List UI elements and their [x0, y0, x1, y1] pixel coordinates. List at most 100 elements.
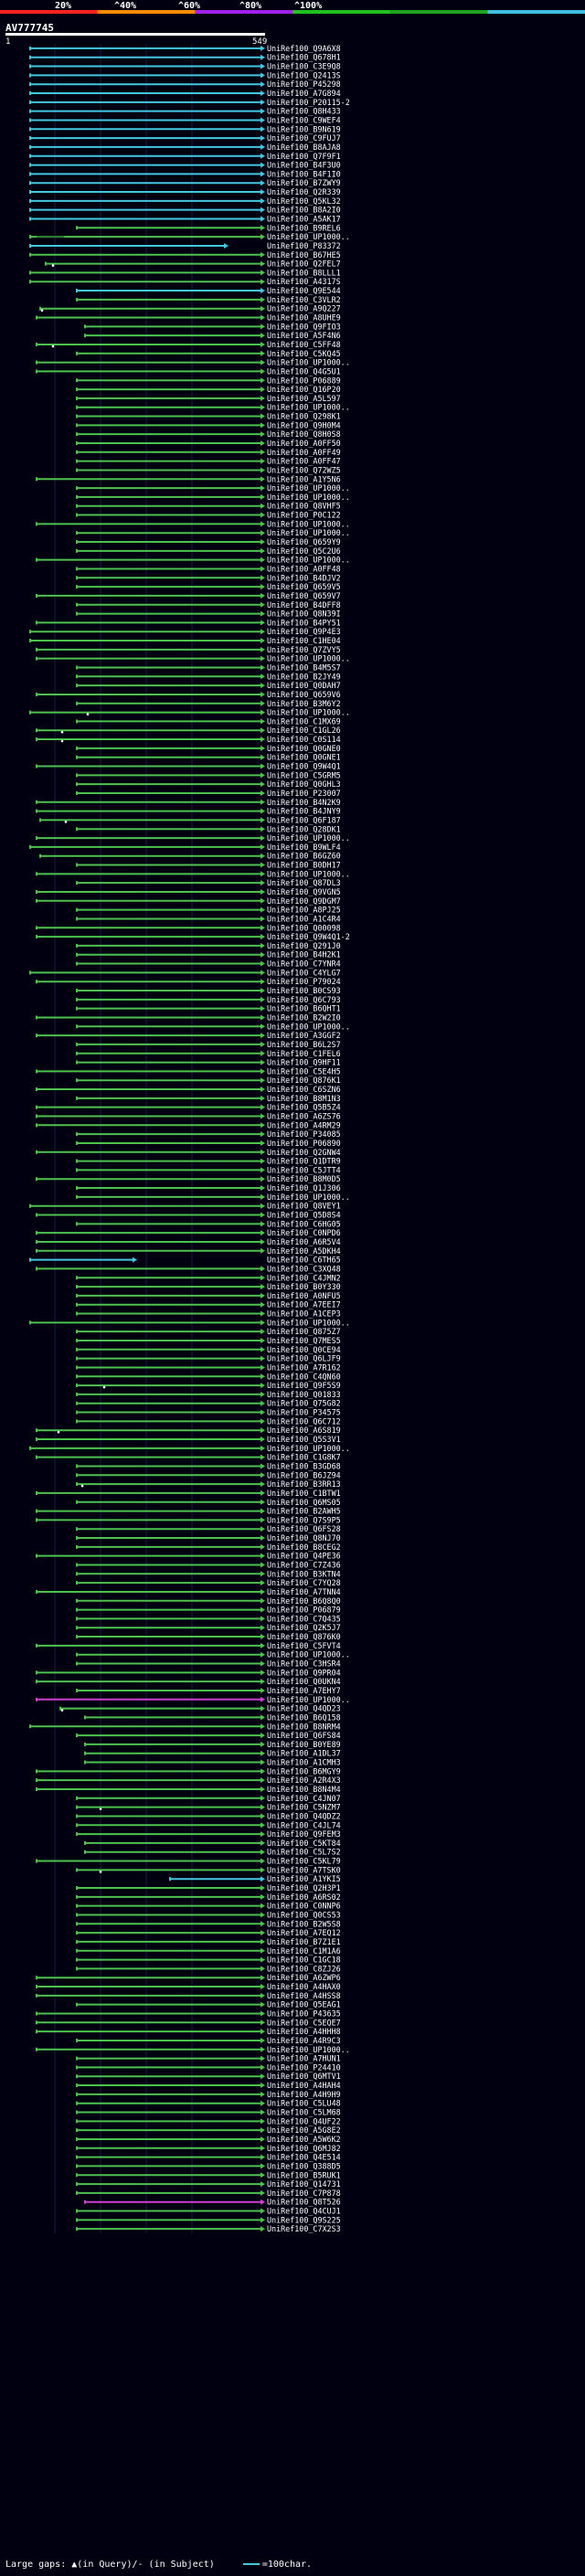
hit-row: UniRef100_C5LU48 — [76, 2099, 341, 2108]
hit-label: UniRef100_B67HE5 — [267, 250, 341, 260]
hit-start-tick — [36, 872, 37, 876]
gap-marker — [40, 309, 44, 312]
hit-arrowhead — [261, 305, 265, 312]
hit-row: UniRef100_C1MX69 — [76, 716, 341, 726]
hit-row: UniRef100_Q875Z7 — [76, 1327, 341, 1336]
hit-arrowhead — [261, 673, 265, 680]
hit-row: UniRef100_B5RUK1 — [76, 2170, 341, 2179]
hit-row: UniRef100_Q72WZ5 — [76, 465, 341, 474]
hit-arrowhead — [261, 1113, 265, 1119]
hit-arrowhead — [261, 1839, 265, 1846]
hit-start-tick — [36, 2011, 37, 2016]
hit-row: UniRef100_A5G8E2 — [76, 2125, 341, 2135]
hit-arrowhead — [261, 799, 265, 805]
hit-label: UniRef100_A0FF50 — [267, 439, 341, 448]
hit-row: UniRef100_B0Y330 — [76, 1282, 341, 1291]
hit-rows: UniRef100_Q9A6X8UniRef100_Q678H1UniRef10… — [29, 44, 350, 2233]
hit-label: UniRef100_Q876K0 — [267, 1632, 341, 1641]
hit-arrowhead — [261, 843, 265, 850]
hit-row: UniRef100_Q659V7 — [36, 591, 341, 600]
hit-row: UniRef100_A5F4N6 — [84, 331, 341, 340]
hit-label: UniRef100_B8N4M4 — [267, 1785, 341, 1794]
hit-row: UniRef100_B4PY51 — [36, 618, 341, 627]
hit-label: UniRef100_B2W5S8 — [267, 1919, 341, 1928]
hit-arrowhead — [224, 242, 229, 249]
hit-row: UniRef100_B3RR13 — [76, 1479, 341, 1489]
hit-arrowhead — [261, 916, 265, 922]
hit-row: UniRef100_A6S819 — [36, 1426, 341, 1435]
hit-row: UniRef100_C5FVT4 — [36, 1641, 341, 1650]
hit-arrowhead — [261, 216, 265, 222]
hit-arrowhead — [261, 1642, 265, 1648]
hit-label: UniRef100_Q0GNE1 — [267, 753, 341, 762]
hit-label: UniRef100_Q4QDZ2 — [267, 1811, 341, 1820]
hit-start-tick — [76, 1913, 78, 1917]
query-title: AV777745 — [5, 22, 54, 34]
hit-label: UniRef100_Q4CUJ1 — [267, 2207, 341, 2216]
hit-label: UniRef100_Q9VGN5 — [267, 887, 341, 896]
hit-label: UniRef100_P06879 — [267, 1606, 341, 1615]
hit-row: UniRef100_UP1000.. — [36, 869, 350, 878]
hit-label: UniRef100_A5G8E2 — [267, 2125, 341, 2135]
hit-start-tick — [29, 1320, 31, 1325]
hit-row: UniRef100_C4QN60 — [76, 1372, 341, 1381]
large-gaps-label: Large gaps: — [5, 2560, 67, 2570]
hit-label: UniRef100_Q876K1 — [267, 1076, 341, 1085]
scale-segment — [97, 10, 196, 14]
hit-start-tick — [29, 198, 31, 203]
hit-label: UniRef100_B8LLL1 — [267, 268, 341, 277]
hit-label: UniRef100_P06889 — [267, 376, 341, 385]
hit-arrowhead — [261, 1966, 265, 1972]
gap-marker — [102, 1385, 106, 1389]
hit-row: UniRef100_A1CMH3 — [84, 1758, 341, 1767]
hit-arrowhead — [261, 503, 265, 509]
hit-start-tick — [36, 1150, 37, 1154]
hit-label: UniRef100_A6R5V4 — [267, 1237, 341, 1246]
hit-arrowhead — [261, 153, 265, 159]
hit-start-tick — [76, 1536, 78, 1541]
hit-row: UniRef100_UP1000.. — [29, 1318, 350, 1327]
hit-arrowhead — [261, 897, 265, 904]
hit-start-tick — [29, 100, 31, 104]
hit-start-tick — [76, 1168, 78, 1172]
hit-label: UniRef100_Q00098 — [267, 923, 341, 932]
hit-row: UniRef100_A6ZS76 — [36, 1111, 341, 1120]
hit-label: UniRef100_A7HUN1 — [267, 2054, 341, 2063]
hit-row: UniRef100_Q9S225 — [76, 2215, 341, 2224]
hit-row: UniRef100_A7EEI7 — [76, 1300, 341, 1309]
hit-label: UniRef100_B3M6Y2 — [267, 699, 341, 708]
hit-arrowhead — [261, 1005, 265, 1012]
hit-label: UniRef100_A4HHH8 — [267, 2027, 341, 2036]
hit-arrowhead — [261, 1571, 265, 1577]
hit-arrowhead — [261, 1741, 265, 1747]
hit-arrowhead — [261, 1095, 265, 1101]
hit-arrowhead — [261, 1310, 265, 1317]
hit-row: UniRef100_A3GGF2 — [36, 1031, 341, 1040]
hit-row: UniRef100_UP1000.. — [76, 1022, 350, 1031]
hit-arrowhead — [261, 1131, 265, 1138]
hit-label: UniRef100_B4JNY9 — [267, 807, 341, 816]
hit-start-tick — [76, 602, 78, 607]
hit-label: UniRef100_Q9PR04 — [267, 1668, 341, 1677]
hit-row: UniRef100_B4JNY9 — [36, 807, 341, 816]
hit-arrowhead — [261, 700, 265, 706]
hit-row: UniRef100_Q7F9F1 — [29, 152, 341, 161]
hit-start-tick — [45, 261, 47, 266]
hit-arrowhead — [261, 2172, 265, 2178]
hit-row: UniRef100_Q00098 — [36, 923, 341, 932]
hit-arrowhead — [261, 296, 265, 302]
hit-row: UniRef100_C1GC18 — [76, 1956, 341, 1965]
hit-arrowhead — [261, 1176, 265, 1182]
hit-label: UniRef100_Q2K5J7 — [267, 1623, 341, 1632]
hit-label: UniRef100_C5LM68 — [267, 2108, 341, 2117]
hit-label: UniRef100_UP1000.. — [267, 869, 350, 878]
hit-row: UniRef100_B0YE89 — [84, 1740, 341, 1749]
hit-row: UniRef100_B8N4M4 — [36, 1785, 341, 1794]
in-query-label: ▲(in Query)/ — [71, 2560, 138, 2570]
hit-label: UniRef100_UP1000.. — [267, 654, 350, 663]
identity-scale-bar — [0, 10, 585, 14]
hit-label: UniRef100_C5LU48 — [267, 2099, 341, 2108]
hit-arrowhead — [261, 1543, 265, 1550]
hit-arrowhead — [261, 2083, 265, 2089]
